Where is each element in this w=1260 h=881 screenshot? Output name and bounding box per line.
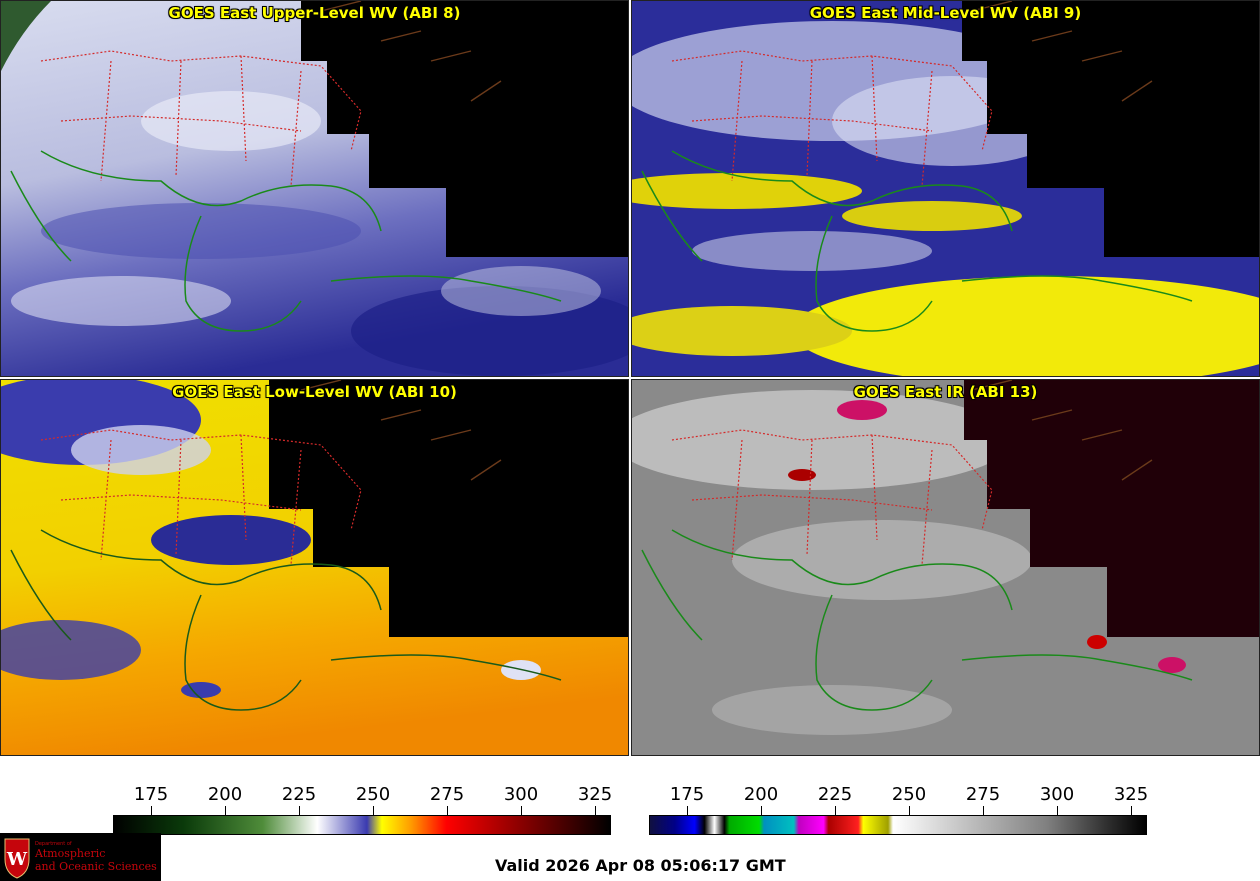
logo-name-line1: Atmospheric xyxy=(35,847,106,860)
ir-colorbar-tick-label: 325 xyxy=(1113,784,1149,805)
wv-colorbar-tick-label: 250 xyxy=(355,784,391,805)
wv-colorbar-tick-label: 175 xyxy=(133,784,169,805)
ir-colorbar-tick-label: 175 xyxy=(669,784,705,805)
wv-colorbar-tick xyxy=(373,806,374,815)
ir-colorbar-tick-label: 275 xyxy=(965,784,1001,805)
ir-colorbar-tick-label: 250 xyxy=(891,784,927,805)
panel-upper-level-wv: GOES East Upper-Level WV (ABI 8) xyxy=(0,0,629,377)
ir-colorbar-tick xyxy=(761,806,762,815)
panel-title: GOES East Mid-Level WV (ABI 9) xyxy=(809,4,1082,22)
ir-colorbar-tick xyxy=(1057,806,1058,815)
mid-level-wv-image xyxy=(632,1,1259,376)
ir-colorbar-tick xyxy=(835,806,836,815)
wv-colorbar xyxy=(113,815,611,835)
svg-text:W: W xyxy=(6,849,28,870)
panel-low-level-wv: GOES East Low-Level WV (ABI 10) xyxy=(0,379,629,756)
aos-logo[interactable]: W Department of Atmospheric and Oceanic … xyxy=(0,833,161,881)
wv-colorbar-tick xyxy=(447,806,448,815)
ir-colorbar-tick xyxy=(687,806,688,815)
logo-name-line2: and Oceanic Sciences xyxy=(35,860,157,873)
wv-colorbar-tick-label: 300 xyxy=(503,784,539,805)
wv-colorbar-tick xyxy=(151,806,152,815)
ir-colorbar-tick xyxy=(1131,806,1132,815)
wv-colorbar-tick-label: 225 xyxy=(281,784,317,805)
ir-colorbar-tick-label: 300 xyxy=(1039,784,1075,805)
ir-colorbar-tick-label: 225 xyxy=(817,784,853,805)
panel-title: GOES East IR (ABI 13) xyxy=(853,383,1038,401)
low-level-wv-image xyxy=(1,380,628,755)
ir-colorbar-tick-label: 200 xyxy=(743,784,779,805)
wv-colorbar-tick-label: 325 xyxy=(577,784,613,805)
ir-colorbar-tick xyxy=(909,806,910,815)
panel-ir: GOES East IR (ABI 13) xyxy=(631,379,1260,756)
wv-colorbar-tick xyxy=(299,806,300,815)
panel-title: GOES East Low-Level WV (ABI 10) xyxy=(172,383,457,401)
logo-department: Department of xyxy=(35,841,72,847)
ir-colorbar xyxy=(649,815,1147,835)
wv-colorbar-tick-label: 200 xyxy=(207,784,243,805)
wv-colorbar-tick-label: 275 xyxy=(429,784,465,805)
ir-image xyxy=(632,380,1259,755)
wv-colorbar-tick xyxy=(595,806,596,815)
panel-mid-level-wv: GOES East Mid-Level WV (ABI 9) xyxy=(631,0,1260,377)
wv-colorbar-tick xyxy=(521,806,522,815)
wv-colorbar-tick xyxy=(225,806,226,815)
ir-colorbar-tick xyxy=(983,806,984,815)
valid-time: Valid 2026 Apr 08 05:06:17 GMT xyxy=(495,856,786,875)
panel-title: GOES East Upper-Level WV (ABI 8) xyxy=(168,4,461,22)
upper-level-wv-image xyxy=(1,1,628,376)
uw-crest-icon: W xyxy=(4,838,30,879)
